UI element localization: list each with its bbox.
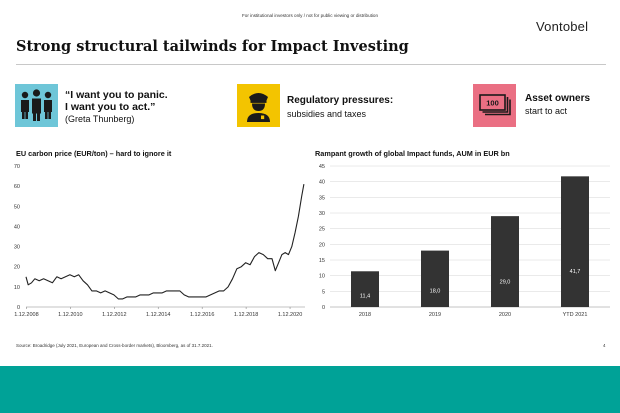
y-tick-label: 70 (14, 164, 20, 170)
title-divider (16, 64, 606, 65)
y-tick-label: 60 (14, 184, 20, 190)
y-tick-label: 35 (319, 195, 325, 201)
y-tick-label: 15 (319, 258, 325, 264)
x-tick-label: 1.12.2010 (58, 312, 82, 318)
y-tick-label: 0 (322, 305, 325, 311)
source-footnote: Source: Broadridge (July 2021, European … (16, 343, 213, 348)
asset-owners-heading: Asset owners (525, 93, 591, 104)
aum-chart-title: Rampant growth of global Impact funds, A… (315, 149, 510, 158)
regulatory-subtext: subsidies and taxes (287, 109, 367, 119)
y-tick-label: 10 (14, 285, 20, 291)
footer-band (0, 366, 620, 413)
bar-value-label: 29,0 (500, 279, 511, 285)
y-tick-label: 50 (14, 204, 20, 210)
quote-author: (Greta Thunberg) (65, 114, 135, 124)
y-tick-label: 20 (14, 265, 20, 271)
bar-value-label: 18,0 (430, 288, 441, 294)
x-tick-label: YTD 2021 (563, 312, 588, 318)
y-tick-label: 40 (14, 224, 20, 230)
regulatory-heading: Regulatory pressures: (287, 95, 394, 106)
carbon-price-line-chart: 0 10 20 30 40 50 60 70 1.12.2008 1.12.2010 1.12.20… (14, 164, 305, 318)
y-tick-label: 30 (14, 245, 20, 251)
x-tick-label: 1.12.2014 (146, 312, 170, 318)
asset-owners-subtext: start to act (525, 106, 568, 116)
quote-line-2: I want you to act.” (65, 101, 156, 113)
x-tick-label: 2019 (429, 312, 441, 318)
aum-bar (491, 216, 519, 307)
y-tick-label: 30 (319, 211, 325, 217)
page-title: Strong structural tailwinds for Impact I… (16, 38, 409, 55)
y-tick-label: 25 (319, 227, 325, 233)
y-tick-label: 40 (319, 180, 325, 186)
x-tick-label: 1.12.2012 (102, 312, 126, 318)
x-tick-label: 1.12.2016 (190, 312, 214, 318)
police-officer-icon (237, 84, 280, 127)
aum-bar (561, 176, 589, 307)
y-tick-label: 45 (319, 164, 325, 170)
quote-line-1: “I want you to panic. (65, 89, 168, 101)
bar-value-label: 41,7 (570, 269, 581, 275)
aum-bar (421, 250, 449, 307)
y-tick-label: 5 (322, 289, 325, 295)
crowd-icon (15, 84, 58, 127)
x-tick-label: 1.12.2018 (234, 312, 258, 318)
disclaimer-text: For institutional investors only / not f… (241, 13, 379, 18)
x-tick-label: 2020 (499, 312, 511, 318)
brand-logo: Vontobel (536, 19, 589, 34)
x-tick-label: 1.12.2020 (278, 312, 302, 318)
y-tick-label: 20 (319, 242, 325, 248)
x-tick-label: 1.12.2008 (14, 312, 38, 318)
impact-funds-bar-chart: 0 5 10 15 20 25 30 35 40 45 11,4 2018 18,0 2019 29,0 20… (319, 164, 610, 318)
y-tick-label: 10 (319, 274, 325, 280)
page-number: 4 (603, 343, 606, 348)
carbon-price-series-line (25, 184, 305, 300)
carbon-chart-title: EU carbon price (EUR/ton) – hard to igno… (16, 149, 172, 158)
y-tick-label: 0 (17, 305, 20, 311)
banknote-value: 100 (486, 99, 499, 108)
aum-bar (351, 271, 379, 307)
quote-text: “I want you to panic. I want you to act.… (65, 89, 168, 113)
x-tick-label: 2018 (359, 312, 371, 318)
bar-value-label: 11,4 (360, 294, 370, 300)
banknotes-icon: 100 (473, 84, 516, 127)
